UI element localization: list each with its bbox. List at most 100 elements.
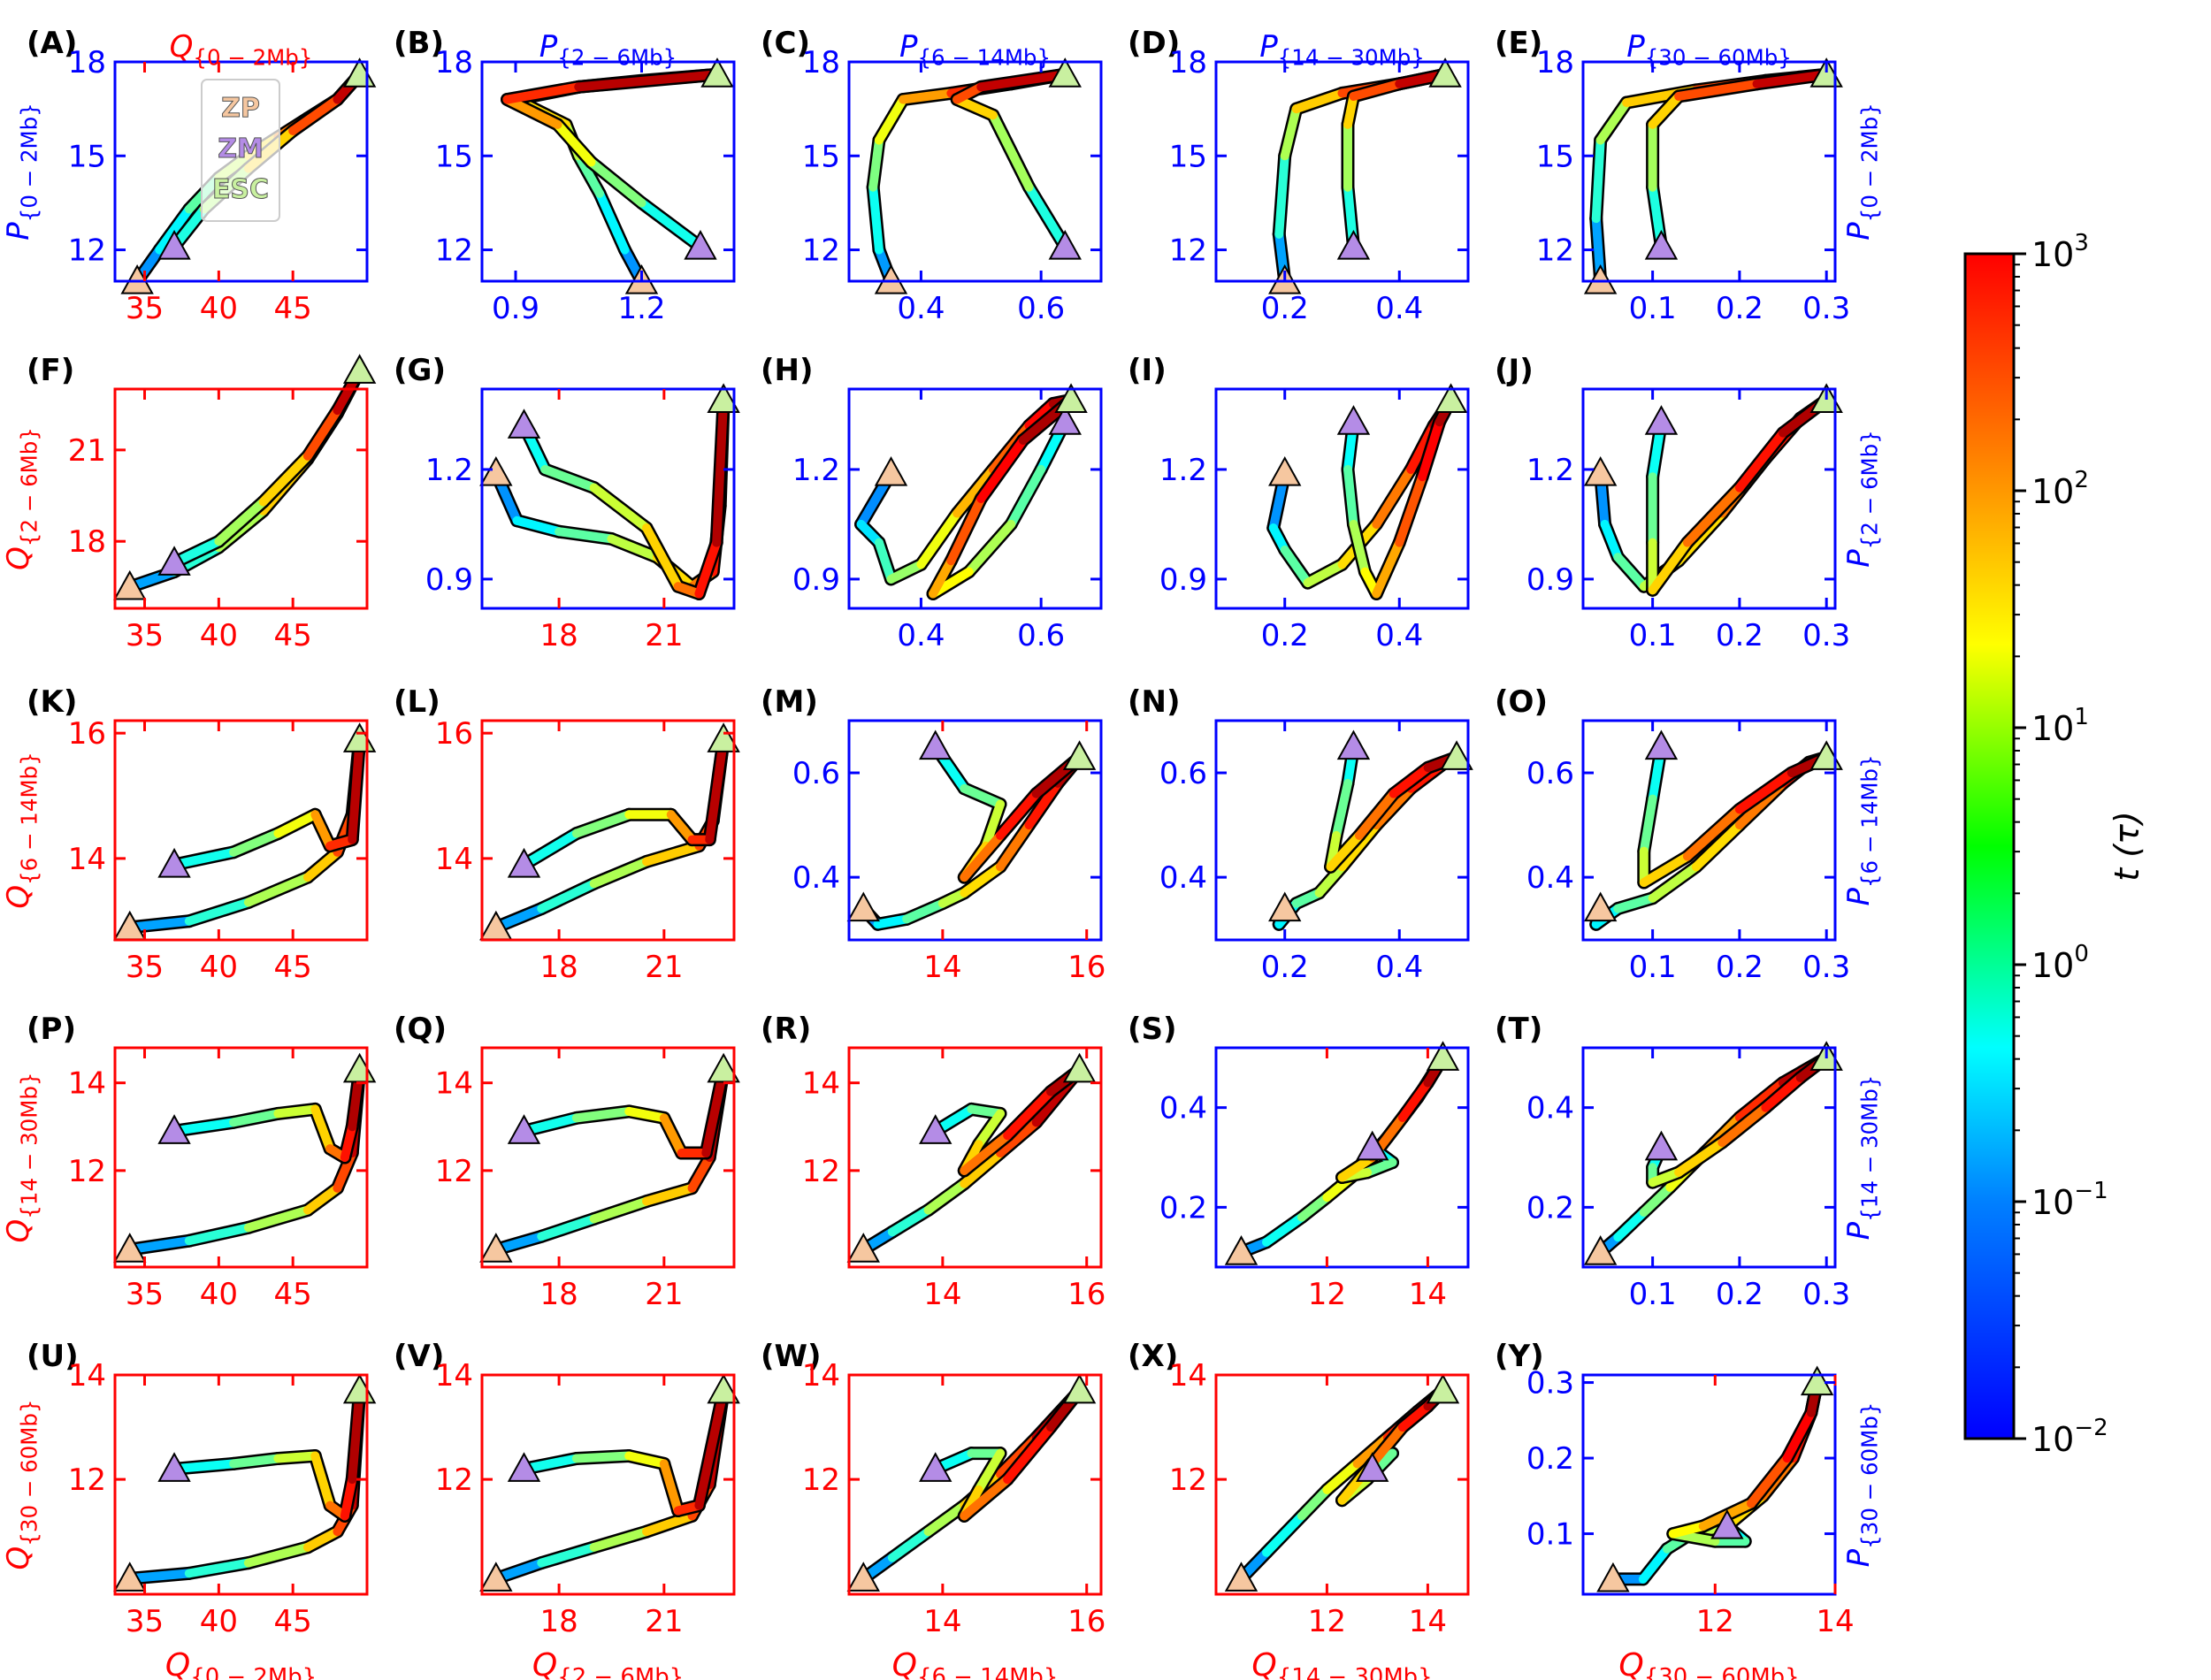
y-tick-label: 0.6	[792, 756, 840, 791]
x-tick-label: 12	[1308, 1277, 1346, 1312]
axis-label-main: P	[539, 29, 558, 65]
y-tick-label: 18	[68, 524, 106, 560]
panel-C: (C) 0.4 0.6 12 15 18 P{6 − 14Mb}	[761, 26, 1103, 326]
y-tick-label: 15	[68, 139, 106, 174]
axis-label-sub: {6 − 14Mb}	[917, 45, 1051, 71]
trajectory-segment	[1024, 399, 1058, 431]
trajectory-segment	[595, 188, 630, 255]
trajectory-segment	[1274, 151, 1289, 239]
axis-label: P{2 − 6Mb}	[1841, 430, 1883, 568]
trajectory-segment	[1734, 1078, 1788, 1122]
y-tick-label: 12	[1536, 233, 1574, 269]
axis-label: P{2 − 6Mb}	[539, 29, 677, 71]
zp-marker	[1268, 891, 1302, 922]
trajectory-segment	[512, 515, 564, 537]
panel-F: (F) 35 40 45 18 21 Q{2 − 6Mb}	[1, 353, 377, 653]
axes-frame	[480, 387, 736, 610]
y-tick-label: 1.2	[1526, 453, 1574, 488]
y-tick-label: 12	[802, 1462, 840, 1498]
x-tick-label: 1.2	[617, 291, 665, 326]
zp-marker	[1583, 263, 1618, 294]
axis-label-sub: {30 − 60Mb}	[1644, 1664, 1800, 1680]
y-tick-label: 18	[68, 45, 106, 80]
axes-frame	[1581, 1046, 1837, 1269]
trajectory-segment	[1006, 464, 1046, 529]
colorbar-tick-base: 10	[2031, 709, 2074, 748]
axis-label-sub: {6 − 14Mb}	[917, 1664, 1058, 1680]
zm-marker	[684, 229, 717, 260]
trajectory-segment	[1349, 519, 1370, 577]
y-tick-label: 12	[802, 1154, 840, 1189]
x-tick-label: 16	[1067, 1604, 1106, 1639]
panel-N: (N) 0.2 0.4 0.4 0.6	[1128, 684, 1473, 985]
axes-frame	[1214, 1373, 1470, 1596]
trajectory-segment	[1639, 794, 1657, 856]
axis-label: Q{14 − 30Mb}	[1251, 1647, 1432, 1680]
zm-marker	[919, 1114, 952, 1144]
axis-label-sub: {2 − 6Mb}	[557, 45, 677, 71]
zp-marker	[479, 1562, 513, 1592]
esc-marker	[1054, 383, 1088, 413]
y-tick-label: 12	[802, 233, 840, 269]
x-tick-label: 40	[200, 291, 238, 326]
trajectory-segment	[1397, 1401, 1433, 1432]
y-tick-label: 0.2	[1159, 1190, 1207, 1226]
trajectory-segment	[125, 916, 194, 932]
trajectory-segment	[886, 560, 926, 584]
x-tick-label: 0.2	[1716, 618, 1763, 653]
zp-marker	[874, 456, 908, 486]
trajectory-segment	[553, 119, 596, 167]
panel-V: (V) 18 21 12 14 Q{2 − 6Mb}	[394, 1339, 740, 1680]
colorbar-tick-exponent: −1	[2074, 1178, 2108, 1204]
y-tick-label: 0.3	[1526, 1366, 1574, 1401]
panel-H: (H) 0.4 0.6 0.9 1.2	[761, 353, 1103, 653]
y-tick-label: 0.4	[1159, 860, 1207, 896]
x-tick-label: 14	[923, 1604, 961, 1639]
zm-marker	[157, 546, 191, 576]
trajectory-segment	[243, 1542, 312, 1568]
x-tick-label: 45	[274, 291, 312, 326]
zm-marker	[157, 229, 191, 260]
esc-marker	[1428, 57, 1462, 88]
y-tick-label: 14	[1169, 1358, 1207, 1394]
trajectory-segment	[125, 1569, 194, 1584]
x-tick-label: 0.2	[1716, 291, 1763, 326]
panel-label: (U)	[27, 1339, 79, 1374]
colorbar-tick-label: 102	[2031, 467, 2089, 511]
zm-marker	[157, 1114, 191, 1144]
legend-entry: ZM	[218, 134, 264, 164]
colorbar-tick-exponent: 0	[2074, 941, 2089, 967]
trajectory-segment	[1648, 91, 1684, 129]
y-tick-label: 1.2	[792, 453, 840, 488]
trajectory-segment	[540, 464, 599, 493]
axes-frame	[480, 60, 736, 283]
trajectory-segment	[981, 799, 1005, 851]
trajectory-segment	[868, 182, 884, 255]
x-tick-label: 0.1	[1629, 950, 1677, 985]
y-tick-label: 0.9	[1159, 562, 1207, 598]
trajectory-segment	[996, 821, 1034, 872]
trajectory-segment	[288, 95, 342, 135]
x-tick-label: 45	[274, 1604, 312, 1639]
legend-entry: ESC	[212, 174, 269, 205]
trajectory-segment	[1591, 135, 1605, 224]
x-tick-label: 0.4	[897, 291, 945, 326]
trajectory-segment	[1682, 483, 1744, 547]
x-tick-label: 0.2	[1716, 950, 1763, 985]
panel-J: (J) 0.1 0.2 0.3 0.9 1.2 P{2 − 6Mb}	[1495, 353, 1883, 653]
y-tick-label: 0.6	[1526, 756, 1574, 791]
colorbar-gradient	[1963, 252, 2016, 1440]
trajectory-segment	[1734, 768, 1796, 814]
zm-marker	[1048, 405, 1082, 435]
x-tick-label: 0.1	[1629, 618, 1677, 653]
y-tick-label: 18	[435, 45, 473, 80]
axis-label-main: Q	[1251, 1647, 1276, 1680]
axis-label: P{6 − 14Mb}	[1841, 754, 1883, 905]
colorbar-tick-label: 100	[2031, 941, 2089, 985]
trajectory-segment	[642, 523, 683, 592]
panel-label: (D)	[1128, 26, 1180, 61]
axis-label-sub: {6 − 14Mb}	[1857, 754, 1883, 888]
y-tick-label: 18	[1169, 45, 1207, 80]
trajectory-segment	[302, 847, 342, 882]
